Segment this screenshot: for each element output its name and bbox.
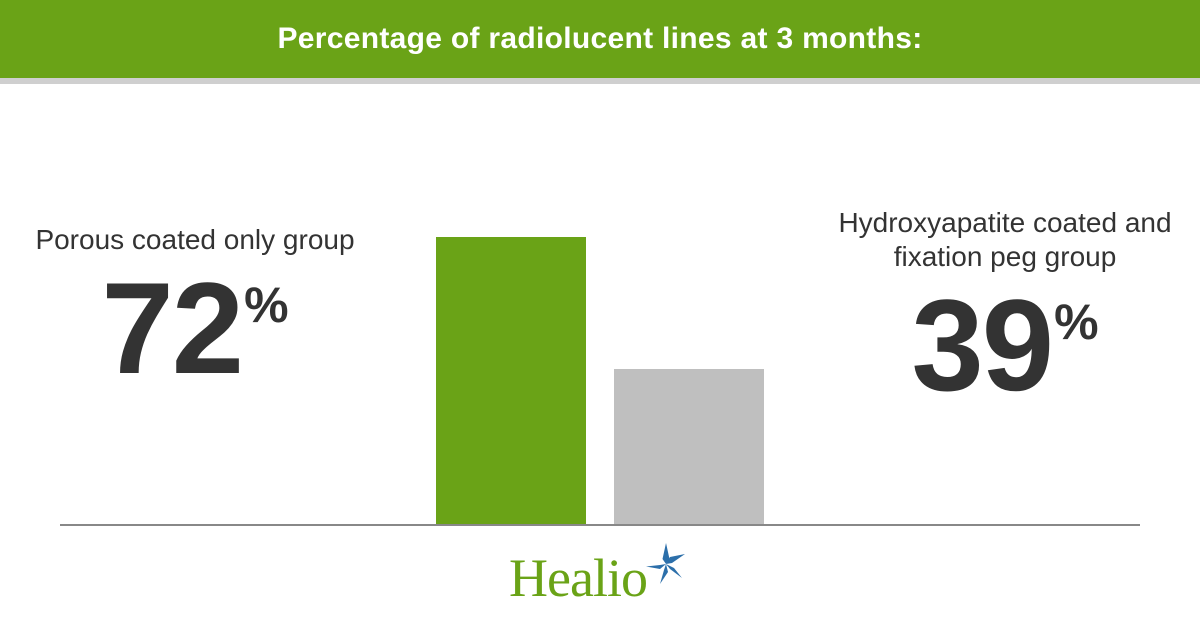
percent-symbol: % (1054, 293, 1098, 351)
percent-symbol: % (244, 276, 288, 334)
bar-right (614, 369, 764, 526)
chart-area (400, 84, 800, 526)
bar-chart (400, 84, 800, 526)
right-pct-value: 39 (911, 287, 1052, 404)
bar-left (436, 237, 586, 526)
healio-logo: Healio (509, 547, 691, 609)
header-title: Percentage of radiolucent lines at 3 mon… (277, 22, 922, 56)
right-stat-column: Hydroxyapatite coated and fixation peg g… (800, 84, 1200, 526)
chart-baseline (60, 524, 1140, 526)
logo-text: Healio (509, 547, 647, 609)
logo-area: Healio (0, 526, 1200, 630)
left-pct-value: 72 (101, 270, 242, 387)
logo-star-icon (641, 539, 691, 594)
left-percentage: 72 % (101, 270, 288, 387)
left-group-label: Porous coated only group (35, 223, 354, 257)
right-group-label: Hydroxyapatite coated and fixation peg g… (810, 206, 1200, 273)
left-stat-column: Porous coated only group 72 % (0, 84, 400, 526)
right-percentage: 39 % (911, 287, 1098, 404)
header-band: Percentage of radiolucent lines at 3 mon… (0, 0, 1200, 78)
main-content: Porous coated only group 72 % Hydroxyapa… (0, 84, 1200, 526)
